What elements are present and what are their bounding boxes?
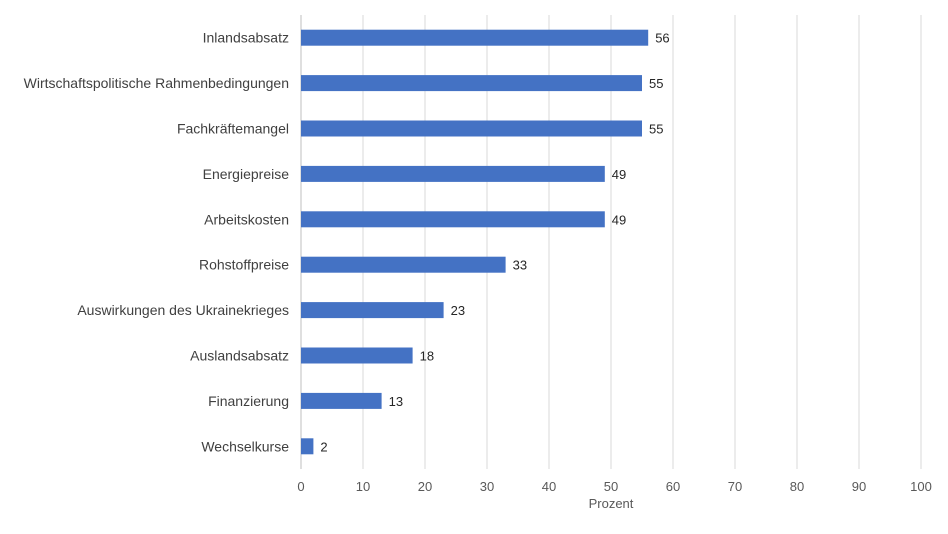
data-label: 13 — [389, 394, 403, 409]
data-label: 49 — [612, 167, 626, 182]
bars — [301, 29, 649, 455]
bar — [301, 211, 605, 228]
data-label: 18 — [420, 349, 434, 364]
category-label: Energiepreise — [203, 166, 290, 182]
x-tick-label: 40 — [542, 479, 556, 494]
x-tick-label: 90 — [852, 479, 866, 494]
bar — [301, 120, 642, 137]
category-label: Rohstoffpreise — [199, 257, 289, 273]
category-label: Wirtschaftspolitische Rahmenbedingungen — [24, 75, 289, 91]
data-label: 2 — [320, 439, 327, 454]
data-label: 49 — [612, 212, 626, 227]
bar — [301, 302, 444, 319]
x-tick-label: 80 — [790, 479, 804, 494]
x-axis-title: Prozent — [589, 496, 634, 511]
x-tick-label: 70 — [728, 479, 742, 494]
data-label: 23 — [451, 303, 465, 318]
bar — [301, 392, 382, 409]
bar — [301, 75, 642, 92]
bar — [301, 165, 605, 182]
category-label: Auswirkungen des Ukrainekrieges — [77, 302, 289, 318]
data-labels: 56 55 55 49 49 33 23 18 13 2 — [320, 31, 669, 455]
category-labels: Inlandsabsatz Wirtschaftspolitische Rahme… — [24, 30, 290, 455]
category-label: Finanzierung — [208, 393, 289, 409]
category-label: Wechselkurse — [201, 438, 289, 454]
x-tick-label: 0 — [297, 479, 304, 494]
category-label: Auslandsabsatz — [190, 348, 289, 364]
x-axis-ticks: 0 10 20 30 40 50 60 70 80 90 100 — [297, 479, 931, 494]
x-tick-label: 30 — [480, 479, 494, 494]
data-label: 55 — [649, 76, 663, 91]
data-label: 33 — [513, 258, 527, 273]
x-tick-label: 20 — [418, 479, 432, 494]
bar — [301, 29, 649, 46]
category-label: Inlandsabsatz — [203, 30, 289, 46]
x-tick-label: 60 — [666, 479, 680, 494]
data-label: 56 — [655, 31, 669, 46]
category-label: Fachkräftemangel — [177, 121, 289, 137]
bar — [301, 438, 314, 455]
data-label: 55 — [649, 122, 663, 137]
x-tick-label: 10 — [356, 479, 370, 494]
bar — [301, 347, 413, 364]
x-tick-label: 100 — [910, 479, 932, 494]
x-tick-label: 50 — [604, 479, 618, 494]
bar — [301, 256, 506, 273]
category-label: Arbeitskosten — [204, 211, 289, 227]
